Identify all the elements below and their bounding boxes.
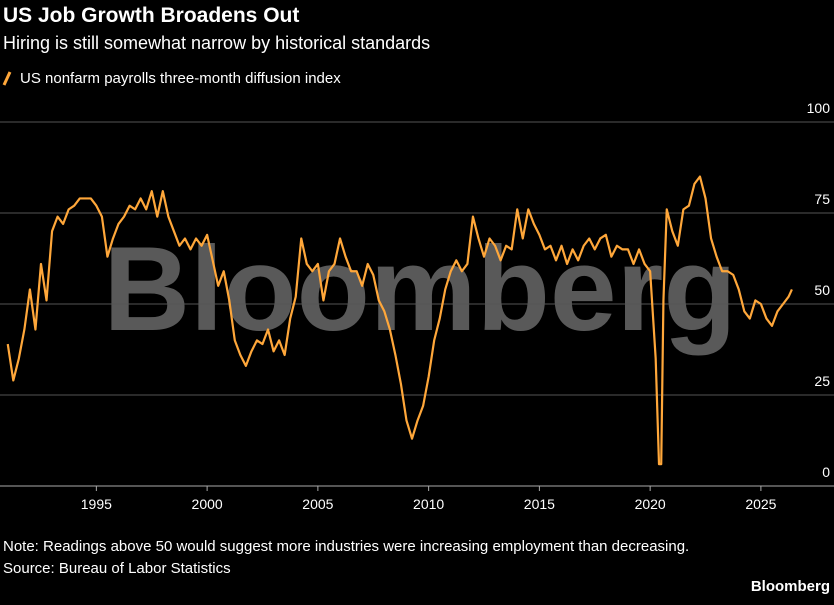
- note: Note: Readings above 50 would suggest mo…: [3, 538, 689, 555]
- x-tick-label: 2000: [192, 496, 223, 512]
- x-tick-label: 2015: [524, 496, 555, 512]
- legend-swatch: [2, 71, 12, 86]
- x-tick-label: 2025: [745, 496, 776, 512]
- source: Source: Bureau of Labor Statistics: [3, 560, 231, 577]
- legend-label: US nonfarm payrolls three-month diffusio…: [20, 70, 341, 87]
- x-tick-label: 2010: [413, 496, 444, 512]
- x-tick-label: 2005: [302, 496, 333, 512]
- chart-title: US Job Growth Broadens Out: [3, 4, 299, 27]
- brand: Bloomberg: [751, 578, 830, 595]
- y-tick-label: 50: [814, 282, 830, 298]
- data-line: [6, 175, 793, 466]
- chart-subtitle: Hiring is still somewhat narrow by histo…: [3, 33, 430, 53]
- x-tick-label: 1995: [81, 496, 112, 512]
- y-tick-label: 100: [807, 100, 831, 116]
- x-tick-label: 2020: [635, 496, 666, 512]
- y-tick-label: 0: [822, 464, 830, 480]
- y-tick-label: 25: [814, 373, 830, 389]
- y-tick-label: 75: [814, 191, 830, 207]
